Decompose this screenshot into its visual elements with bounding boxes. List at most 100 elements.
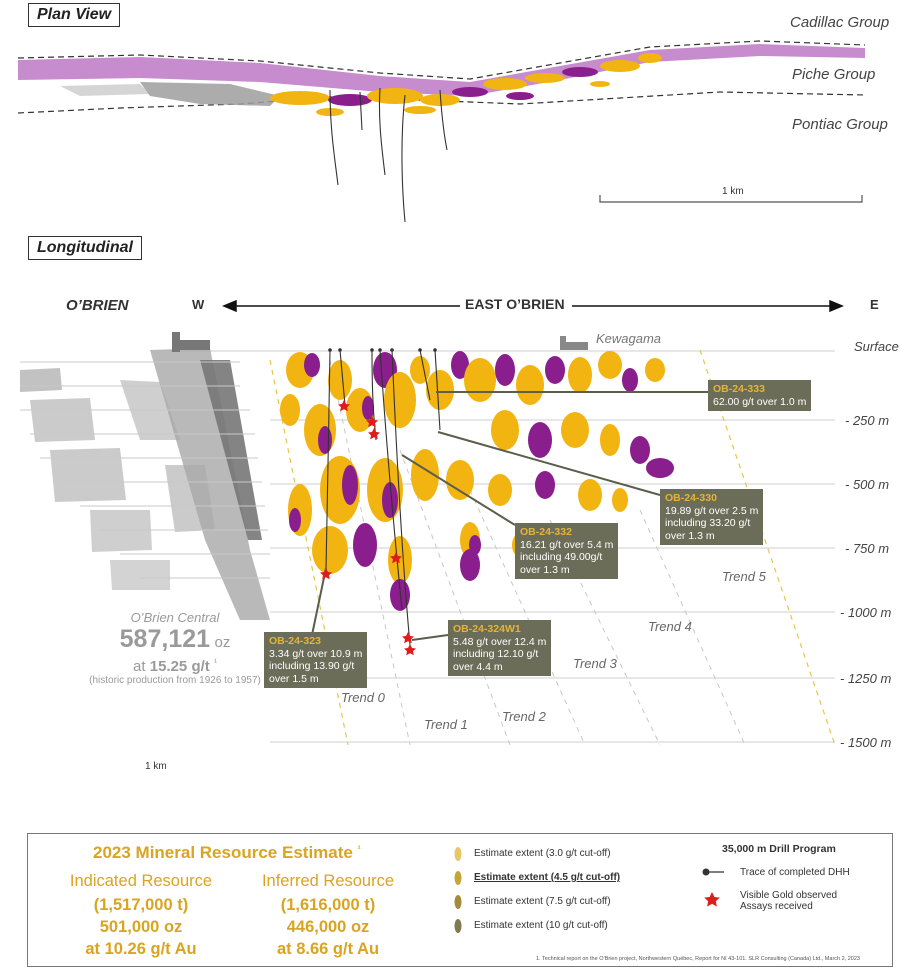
- west-label: W: [192, 297, 205, 312]
- obrien-central-grade: 15.25 g/t: [149, 658, 210, 675]
- inferred-tonnes: (1,616,000 t): [280, 896, 376, 914]
- longitudinal-title: Longitudinal: [28, 236, 142, 260]
- ew-arrow: [222, 299, 844, 313]
- callout-ob-24-324w1: OB-24-324W1 5.48 g/t over 12.4 m includi…: [448, 620, 552, 676]
- callout-line: 16.21 g/t over 5.4 m: [520, 538, 614, 551]
- plan-workings: [60, 82, 280, 106]
- longitudinal-section: [20, 299, 844, 746]
- trend-4-label: Trend 4: [648, 619, 692, 634]
- legend-gold-label-1: Visible Gold observed: [740, 890, 838, 901]
- east-label: E: [870, 297, 879, 312]
- callout-line: including 33.20 g/t: [665, 517, 751, 529]
- inferred-ounces: 446,000 oz: [286, 918, 370, 936]
- callout-hole-id: OB-24-324W1: [453, 623, 521, 635]
- depth-surface: Surface: [854, 339, 899, 354]
- obrien-label: O’BRIEN: [66, 297, 129, 314]
- callout-ob-24-332: OB-24-332 16.21 g/t over 5.4 m including…: [515, 523, 619, 579]
- depth-500: - 500 m: [845, 477, 890, 492]
- long-scale-label: 1 km: [145, 761, 167, 772]
- footnote: 1. Technical report on the O’Brien proje…: [536, 956, 860, 962]
- obrien-central-block: O’Brien Central 587,121 oz at 15.25 g/t …: [60, 610, 290, 686]
- indicated-ounces: 501,000 oz: [99, 918, 183, 936]
- obrien-central-note: (historic production from 1926 to 1957): [89, 675, 261, 686]
- dhh-collar-icon: [702, 868, 710, 876]
- swatch-10g: [454, 919, 462, 933]
- plan-view-map: [17, 40, 866, 223]
- drill-collars: [328, 348, 437, 352]
- inferred-heading: Inferred Resource: [261, 872, 395, 890]
- obrien-central-oz-unit: oz: [214, 634, 231, 651]
- cadillac-group-label: Cadillac Group: [790, 14, 890, 31]
- drill-hole-traces: [325, 349, 441, 646]
- callout-line: including 13.90 g/t: [269, 660, 355, 672]
- legend-gold-label-2: Assays received: [740, 901, 813, 912]
- piche-group-label: Piche Group: [792, 66, 876, 83]
- callout-ob-24-323: OB-24-323 3.34 g/t over 10.9 m including…: [264, 632, 368, 688]
- depth-750: - 750 m: [845, 541, 890, 556]
- callout-line: over 1.3 m: [520, 563, 570, 576]
- star-icon: [704, 892, 720, 907]
- plan-drill-traces: [329, 87, 448, 223]
- resource-title: 2023 Mineral Resource Estimate ¹: [93, 843, 361, 863]
- cadillac-contact-line: [17, 40, 866, 80]
- legend-item-3g: Estimate extent (3.0 g/t cut-off): [474, 848, 611, 859]
- plan-view-title: Plan View: [28, 3, 121, 27]
- resource-title-text: 2023 Mineral Resource Estimate: [93, 843, 353, 862]
- resource-title-sup: ¹: [357, 843, 361, 854]
- callout-line: 19.89 g/t over 2.5 m: [665, 504, 759, 517]
- headframe-kewagama: [560, 336, 588, 350]
- indicated-heading: Indicated Resource: [69, 872, 213, 890]
- legend-item-10g: Estimate extent (10 g/t cut-off): [474, 920, 608, 931]
- east-obrien-label: EAST O’BRIEN: [465, 296, 565, 312]
- plan-scale-label: 1 km: [722, 186, 744, 197]
- callout-leaders: [311, 391, 708, 641]
- legend-swatches: [454, 847, 462, 933]
- callout-line: over 4.4 m: [453, 660, 503, 673]
- callout-hole-id: OB-24-330: [665, 492, 717, 504]
- callout-line: including 49.00g/t: [520, 551, 603, 563]
- swatch-3g: [454, 847, 462, 861]
- callout-line: 62.00 g/t over 1.0 m: [713, 395, 807, 408]
- obrien-central-grade-sup: ¹: [213, 657, 217, 667]
- drill-program-title: 35,000 m Drill Program: [722, 843, 836, 855]
- indicated-grade: at 10.26 g/t Au: [85, 940, 197, 958]
- callout-ob-24-330: OB-24-330 19.89 g/t over 2.5 m including…: [660, 489, 764, 545]
- trend-2-label: Trend 2: [502, 709, 546, 724]
- depth-1000: - 1000 m: [840, 605, 892, 620]
- legend-item-4-5g: Estimate extent (4.5 g/t cut-off): [474, 872, 621, 883]
- plan-scale-bar: [599, 195, 863, 203]
- kewagama-label: Kewagama: [596, 331, 662, 346]
- obrien-central-grade-prefix: at: [133, 658, 146, 675]
- callout-line: over 1.5 m: [269, 672, 319, 685]
- callout-hole-id: OB-24-323: [269, 635, 321, 647]
- historic-workings: [20, 348, 270, 620]
- inferred-grade: at 8.66 g/t Au: [276, 940, 380, 958]
- depth-1250: - 1250 m: [840, 671, 892, 686]
- legend-dhh-star: [702, 868, 724, 907]
- depth-1500: - 1500 m: [840, 735, 892, 750]
- plan-lenses: [270, 53, 662, 116]
- historic-level-lines: [20, 361, 270, 579]
- obrien-central-oz: 587,121: [119, 625, 211, 653]
- swatch-4-5g: [454, 871, 462, 885]
- callout-line: including 12.10 g/t: [453, 648, 539, 660]
- depth-250: - 250 m: [845, 413, 890, 428]
- legend-dhh-label: Trace of completed DHH: [740, 867, 850, 878]
- callout-ob-24-333: OB-24-333 62.00 g/t over 1.0 m: [708, 380, 812, 411]
- swatch-7-5g: [454, 895, 462, 909]
- trend-1-label: Trend 1: [424, 717, 468, 732]
- visible-gold-stars: [320, 400, 416, 656]
- legend-item-7-5g: Estimate extent (7.5 g/t cut-off): [474, 896, 611, 907]
- indicated-tonnes: (1,517,000 t): [93, 896, 189, 914]
- callout-line: 5.48 g/t over 12.4 m: [453, 635, 547, 648]
- trend-3-label: Trend 3: [573, 656, 617, 671]
- trend-5-label: Trend 5: [722, 569, 766, 584]
- callout-hole-id: OB-24-333: [713, 383, 765, 395]
- callout-line: 3.34 g/t over 10.9 m: [269, 647, 363, 660]
- trend-0-label: Trend 0: [341, 690, 385, 705]
- obrien-central-name: O’Brien Central: [130, 610, 220, 625]
- resource-legend-box: [27, 833, 893, 967]
- pontiac-group-label: Pontiac Group: [792, 116, 888, 133]
- headframe-obrien: [172, 332, 210, 352]
- callout-hole-id: OB-24-332: [520, 526, 572, 538]
